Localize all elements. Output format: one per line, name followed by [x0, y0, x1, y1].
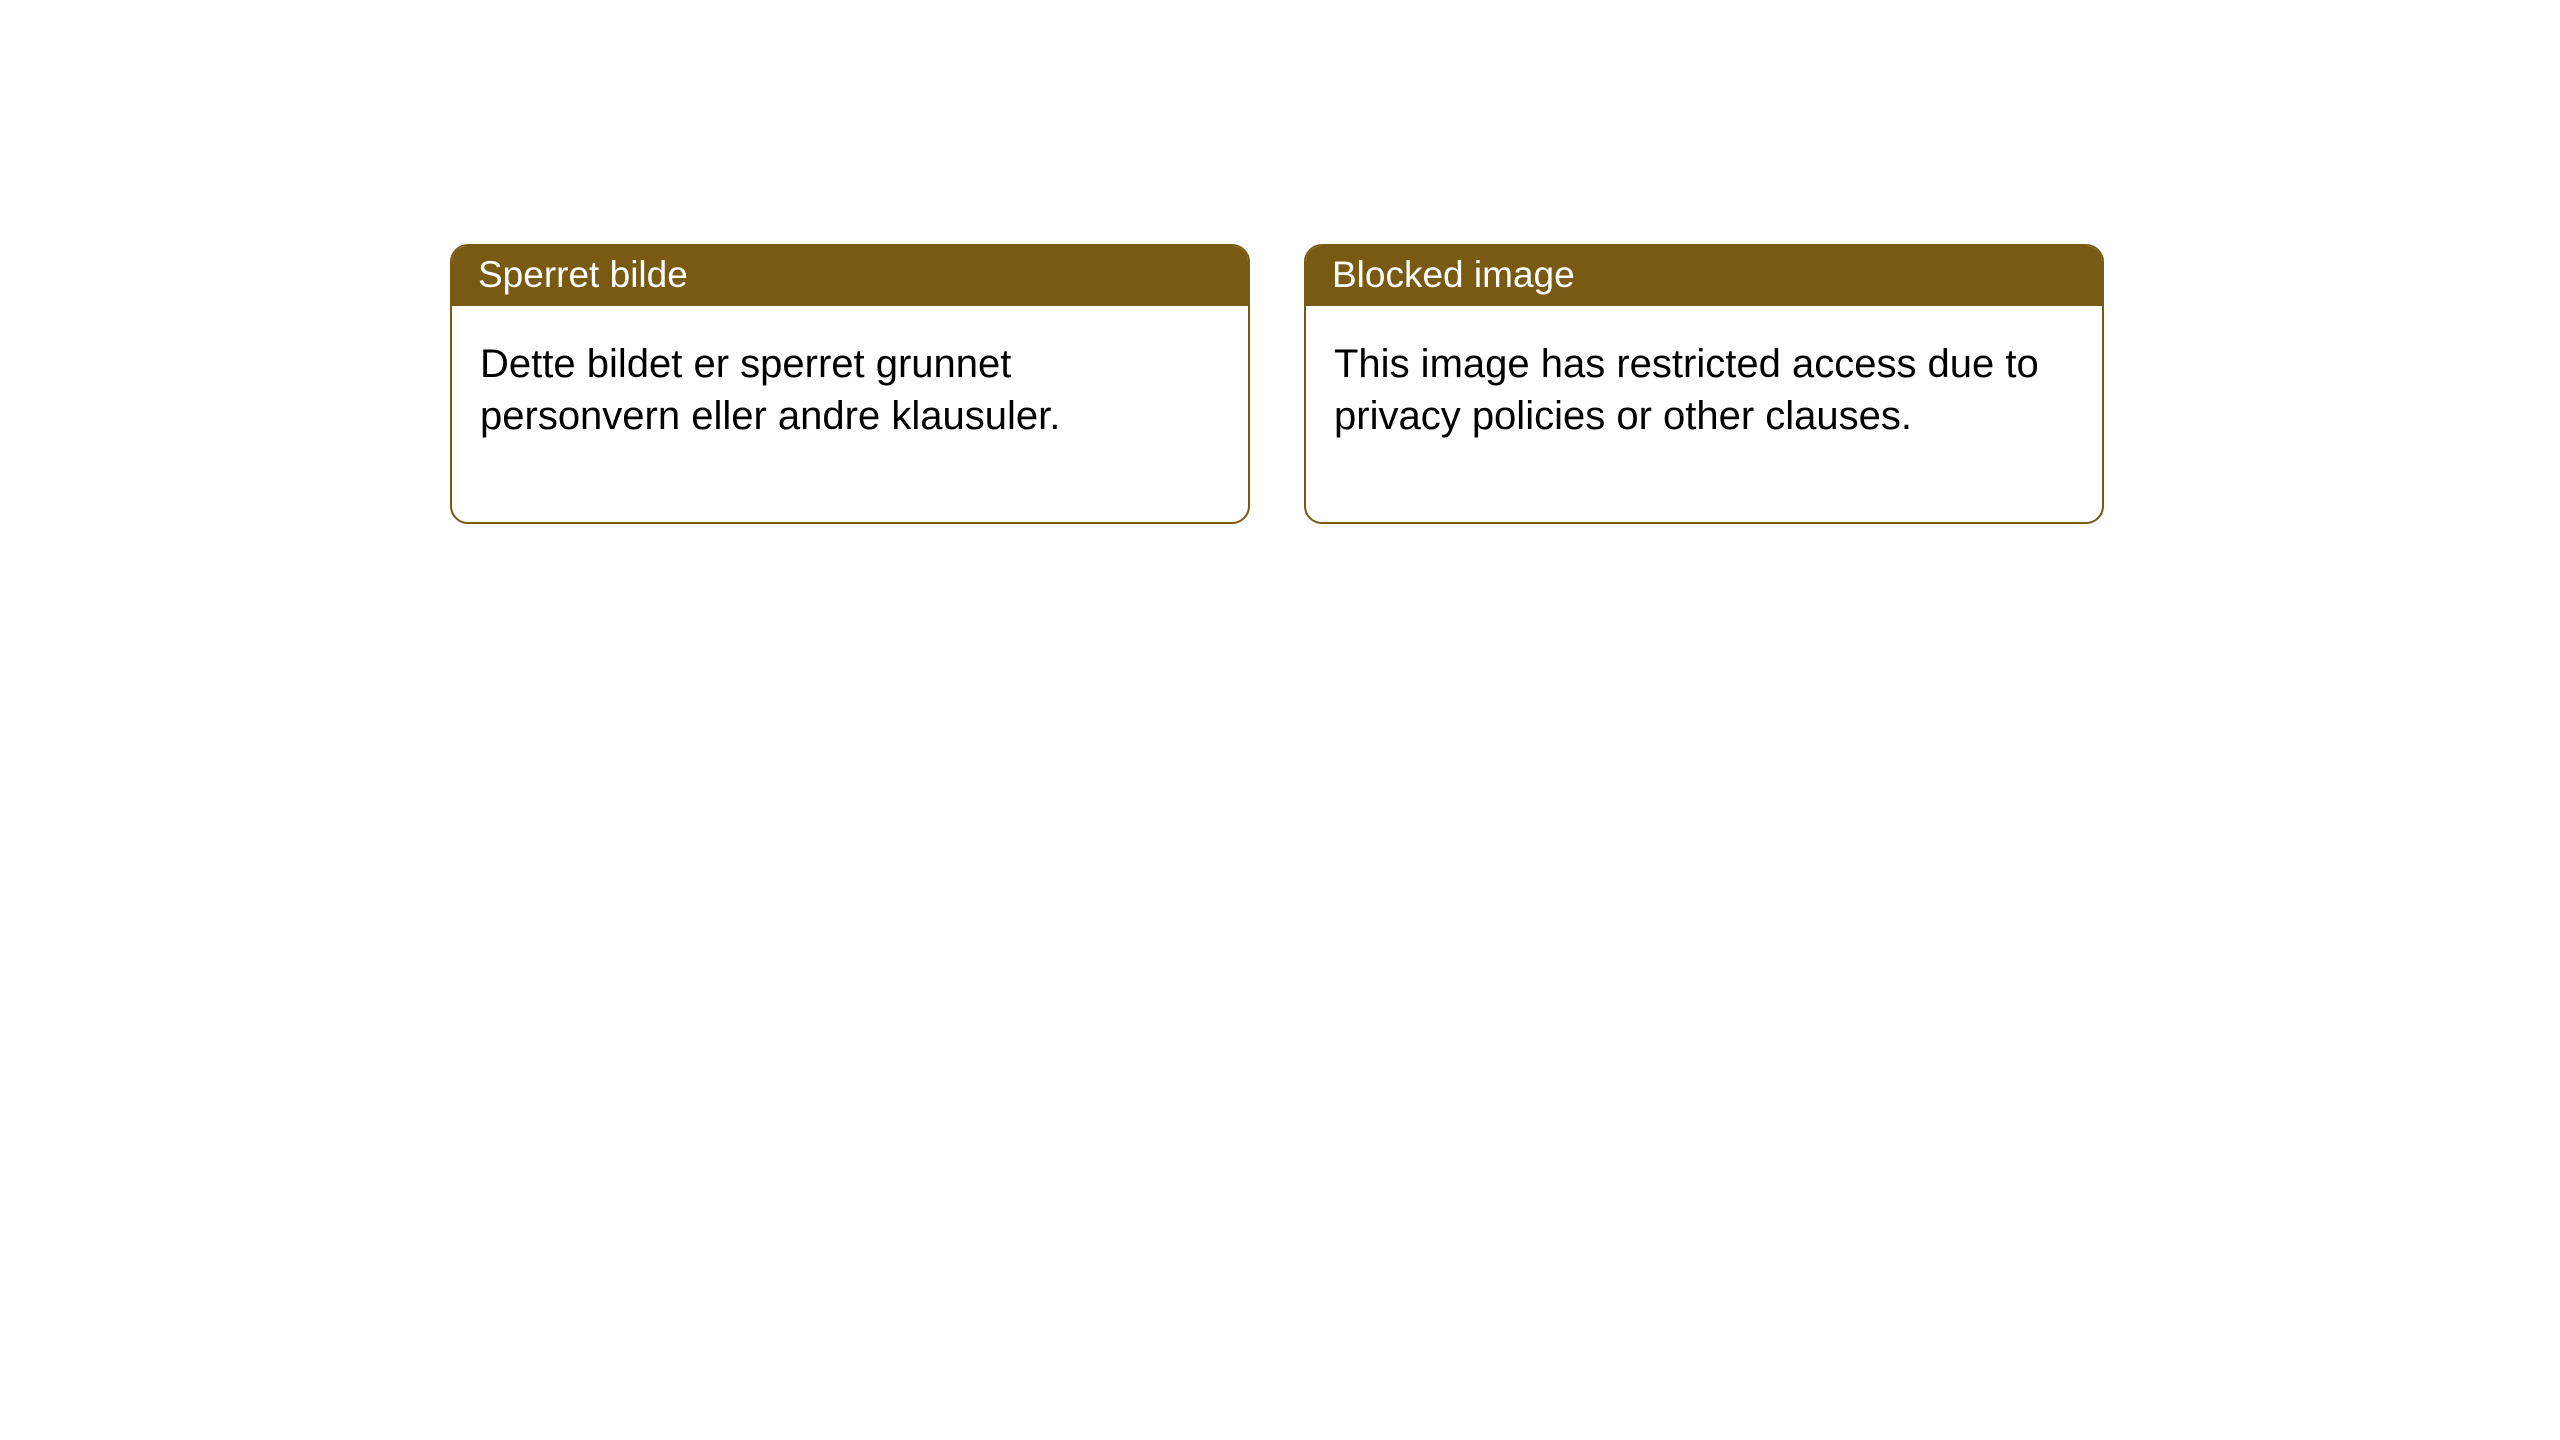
- notice-card-english: Blocked image This image has restricted …: [1304, 244, 2104, 524]
- notice-header: Blocked image: [1306, 246, 2102, 306]
- notice-header: Sperret bilde: [452, 246, 1248, 306]
- notice-card-norwegian: Sperret bilde Dette bildet er sperret gr…: [450, 244, 1250, 524]
- notice-text: Dette bildet er sperret grunnet personve…: [480, 342, 1060, 438]
- notice-container: Sperret bilde Dette bildet er sperret gr…: [450, 244, 2104, 524]
- notice-title: Sperret bilde: [478, 254, 688, 295]
- notice-title: Blocked image: [1332, 254, 1575, 295]
- notice-body: This image has restricted access due to …: [1306, 306, 2102, 522]
- notice-body: Dette bildet er sperret grunnet personve…: [452, 306, 1248, 522]
- notice-text: This image has restricted access due to …: [1334, 342, 2039, 438]
